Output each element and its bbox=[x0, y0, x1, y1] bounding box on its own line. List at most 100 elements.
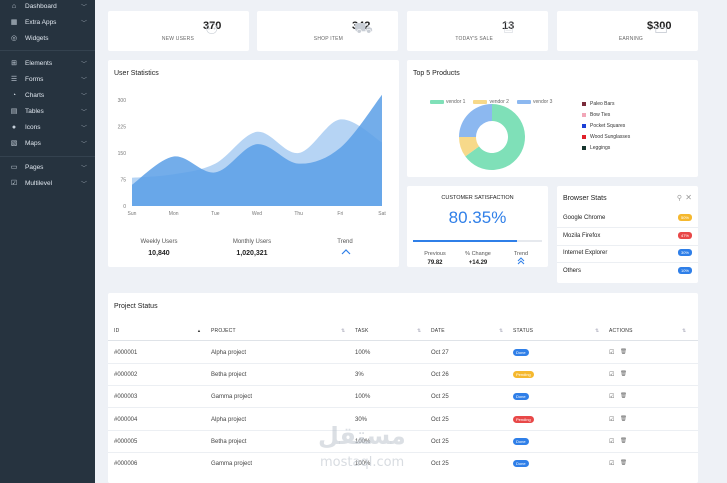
status-badge: Pending bbox=[513, 415, 534, 423]
edit-icon[interactable]: ☑ bbox=[609, 416, 615, 423]
sort-icon[interactable]: ⇅ bbox=[417, 328, 422, 334]
cell-date: Oct 26 bbox=[431, 372, 449, 379]
stat-card-today-s-sale: 13 TODAY'S SALE ⌸ bbox=[407, 11, 548, 51]
sort-icon[interactable]: ⇅ bbox=[595, 328, 600, 334]
project-table-header: ID ▲ PROJECT ⇅ TASK ⇅ DATE ⇅ STATUS ⇅ ACTIONS ⇅ bbox=[108, 321, 698, 341]
product-swatch bbox=[582, 102, 586, 106]
y-tick-label: 225 bbox=[118, 125, 127, 131]
product-label: Bow Ties bbox=[590, 112, 611, 118]
table-row: #000003 Gamma project 100% Oct 25 Done ☑ 🗑 bbox=[108, 386, 698, 409]
chevron-down-icon: ﹀ bbox=[80, 141, 87, 148]
edit-icon[interactable]: ☑ bbox=[609, 394, 615, 401]
chevron-down-icon: ﹀ bbox=[80, 165, 87, 172]
satisfaction-summary-label: Previous bbox=[424, 251, 446, 257]
status-badge: Done bbox=[513, 437, 529, 445]
cell-date: Oct 25 bbox=[431, 461, 449, 467]
column-header-actions[interactable]: ACTIONS ⇅ bbox=[609, 328, 686, 334]
x-tick-label: Tue bbox=[211, 211, 220, 217]
sidebar-item-label: Pages bbox=[25, 163, 44, 171]
charts-icon: ◔ bbox=[11, 91, 17, 99]
cell-task: 30% bbox=[355, 416, 368, 423]
browser-row: Others 10% bbox=[557, 263, 698, 281]
column-header-label: TASK bbox=[355, 328, 369, 334]
browser-share-badge: 30% bbox=[677, 249, 692, 256]
browser-share-badge: 10% bbox=[677, 267, 692, 274]
legend-swatch bbox=[516, 99, 531, 104]
filter-icon[interactable]: ⚲ bbox=[676, 195, 682, 202]
product-label: Pocket Squares bbox=[590, 123, 626, 129]
sort-icon[interactable]: ⇅ bbox=[341, 328, 346, 334]
stat-label: SHOP ITEM bbox=[313, 36, 343, 42]
delete-icon[interactable]: 🗑 bbox=[620, 460, 627, 466]
column-header-task[interactable]: TASK ⇅ bbox=[355, 328, 421, 334]
sidebar-item-forms[interactable]: ☰ Forms ﹀ bbox=[0, 72, 95, 86]
column-header-label: PROJECT bbox=[211, 328, 236, 334]
product-legend-item: Pocket Squares bbox=[582, 123, 625, 129]
edit-icon[interactable]: ☑ bbox=[609, 372, 615, 379]
sidebar-item-icons[interactable]: ● Icons ﹀ bbox=[0, 120, 95, 134]
column-header-id[interactable]: ID ▲ bbox=[114, 328, 201, 334]
multilevel-icon: ☑ bbox=[10, 180, 18, 187]
satisfaction-summary-value: 79.82 bbox=[427, 260, 443, 266]
sort-asc-icon[interactable]: ▲ bbox=[197, 328, 202, 333]
satisfaction-summary-label: % Change bbox=[465, 251, 491, 257]
edit-icon[interactable]: ☑ bbox=[609, 438, 615, 445]
sidebar-item-charts[interactable]: ◔ Charts ﹀ bbox=[0, 88, 95, 102]
product-legend-item: Leggings bbox=[582, 145, 610, 151]
delete-icon[interactable]: 🗑 bbox=[620, 437, 627, 444]
summary-value: 1,020,321 bbox=[236, 250, 268, 257]
chevron-down-icon: ﹀ bbox=[80, 4, 87, 11]
cart-icon: ⛟ bbox=[354, 20, 373, 37]
sidebar-item-tables[interactable]: ▤ Tables ﹀ bbox=[0, 104, 95, 118]
sidebar-item-widgets[interactable]: ◎ Widgets bbox=[0, 31, 95, 45]
summary-label: Weekly Users bbox=[140, 239, 178, 245]
sidebar-item-pages[interactable]: ▭ Pages ﹀ bbox=[0, 160, 95, 174]
sort-icon[interactable]: ⇅ bbox=[499, 328, 504, 334]
delete-icon[interactable]: 🗑 bbox=[620, 349, 627, 355]
x-tick-label: Thu bbox=[294, 211, 303, 217]
product-swatch bbox=[582, 146, 586, 150]
widgets-icon: ◎ bbox=[10, 35, 18, 42]
elements-icon: ⊞ bbox=[11, 60, 17, 67]
browser-row: Mozila Firefox 47% bbox=[557, 228, 698, 246]
x-tick-label: Sun bbox=[128, 211, 137, 217]
sort-icon[interactable]: ⇅ bbox=[682, 328, 687, 334]
cell-project: Gamma project bbox=[211, 461, 253, 467]
top-products-donut bbox=[459, 104, 525, 170]
area-series-2 bbox=[132, 94, 382, 206]
sidebar-item-multilevel[interactable]: ☑ Multilevel ﹀ bbox=[0, 176, 95, 190]
column-header-label: ACTIONS bbox=[609, 328, 633, 334]
column-header-status[interactable]: STATUS ⇅ bbox=[513, 328, 599, 334]
x-tick-label: Sat bbox=[378, 211, 386, 217]
product-legend-item: Wood Sunglasses bbox=[582, 134, 630, 140]
sidebar-item-extra-apps[interactable]: ▦ Extra Apps ﹀ bbox=[0, 15, 95, 29]
sidebar-item-elements[interactable]: ⊞ Elements ﹀ bbox=[0, 56, 95, 70]
edit-icon[interactable]: ☑ bbox=[609, 350, 615, 356]
sidebar-divider bbox=[0, 156, 95, 157]
edit-icon[interactable]: ☑ bbox=[609, 461, 615, 467]
donut-slice-vendor-2 bbox=[459, 137, 480, 157]
sidebar-item-dashboard[interactable]: ⌂ Dashboard ﹀ bbox=[0, 0, 95, 13]
watermark-arabic: مستقل bbox=[318, 422, 406, 450]
close-icon[interactable]: ✕ bbox=[685, 193, 692, 202]
sidebar-divider bbox=[0, 50, 95, 51]
summary-label: Trend bbox=[337, 239, 353, 245]
delete-icon[interactable]: 🗑 bbox=[620, 393, 627, 400]
sidebar-item-maps[interactable]: ▧ Maps ﹀ bbox=[0, 136, 95, 150]
delete-icon[interactable]: 🗑 bbox=[620, 415, 627, 422]
product-legend-item: Paleo Bars bbox=[582, 101, 614, 107]
satisfaction-progress-track bbox=[413, 240, 542, 242]
delete-icon[interactable]: 🗑 bbox=[620, 371, 627, 378]
column-header-project[interactable]: PROJECT ⇅ bbox=[211, 328, 345, 334]
cell-project: Alpha project bbox=[211, 350, 247, 356]
sidebar-item-label: Widgets bbox=[25, 34, 49, 42]
top-products-title: Top 5 Products bbox=[413, 70, 460, 77]
table-row: #000001 Alpha project 100% Oct 27 Done ☑ 🗑 bbox=[108, 342, 698, 364]
cell-date: Oct 25 bbox=[431, 438, 449, 445]
donut-slice-vendor-1 bbox=[465, 104, 525, 170]
satisfaction-progress-fill bbox=[413, 240, 517, 242]
column-header-date[interactable]: DATE ⇅ bbox=[431, 328, 503, 334]
cell-id: #000005 bbox=[114, 438, 138, 445]
legend-swatch bbox=[473, 99, 488, 104]
y-tick-label: 0 bbox=[123, 204, 126, 210]
